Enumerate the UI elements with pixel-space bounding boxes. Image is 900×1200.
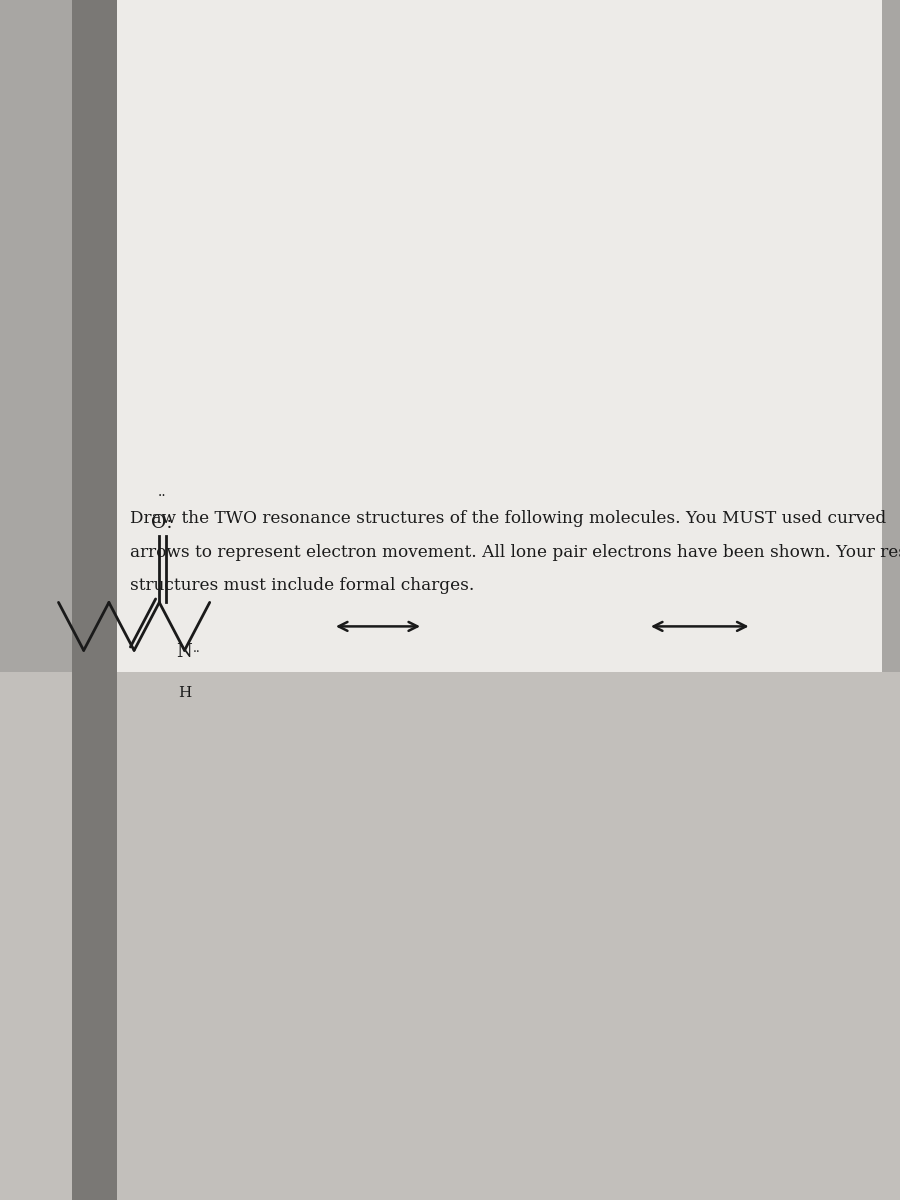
Bar: [0, 672, 900, 1200]
Text: ··: ··: [194, 647, 201, 659]
Bar: [90, 0, 882, 702]
Text: H: H: [178, 686, 191, 701]
Text: ··: ··: [158, 488, 166, 503]
Text: N: N: [176, 643, 193, 660]
Bar: [72, 0, 117, 1200]
Text: Draw the TWO resonance structures of the following molecules. You MUST used curv: Draw the TWO resonance structures of the…: [130, 510, 886, 527]
Text: O:: O:: [151, 514, 173, 532]
Text: structures must include formal charges.: structures must include formal charges.: [130, 577, 475, 594]
Text: arrows to represent electron movement. All lone pair electrons have been shown. : arrows to represent electron movement. A…: [130, 544, 900, 560]
